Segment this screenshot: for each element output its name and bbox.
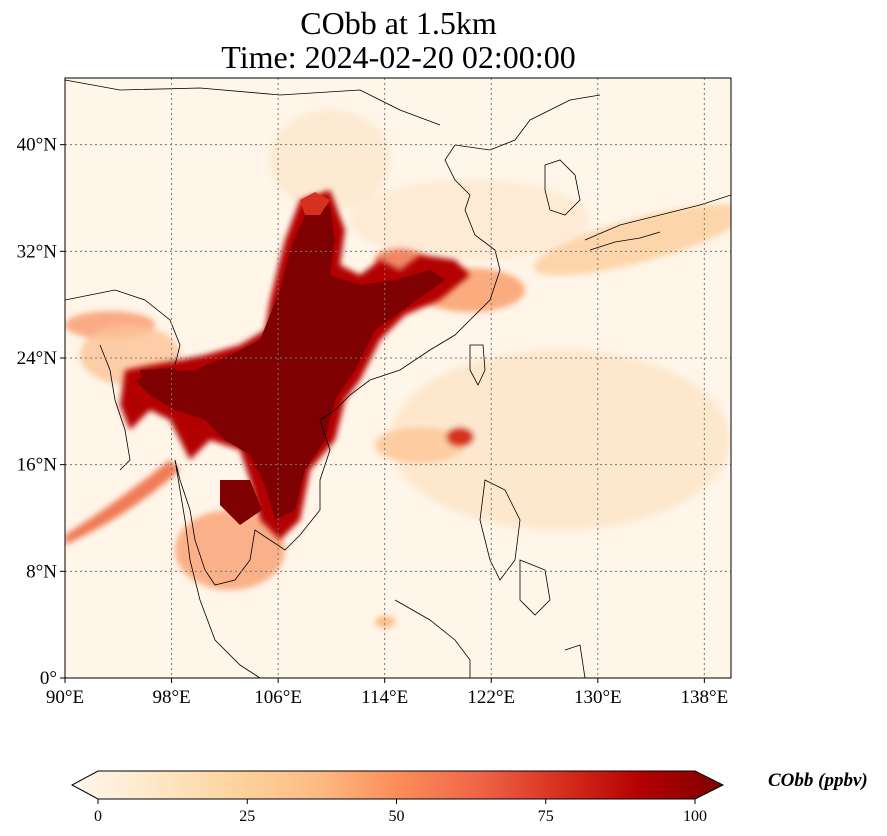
lon-tick-label: 122°E [467,687,515,708]
colorbar: 0 25 50 75 100 [70,770,725,825]
colorbar-ticks: 0 25 50 75 100 [94,799,707,825]
lon-tick-label: 130°E [574,687,622,708]
colorbar-ramp [70,770,725,800]
lat-tick-label: 16°N [17,455,58,476]
colorbar-tick-label: 75 [538,808,554,825]
lat-tick-label: 0° [40,668,57,689]
lat-tick-label: 24°N [17,348,58,369]
map-frame [64,77,732,679]
lat-tick-label: 40°N [17,135,58,156]
lon-tick-label: 98°E [152,687,190,708]
colorbar-tick-label: 50 [389,808,405,825]
co-concentration-field [65,110,731,628]
coastlines [65,79,731,678]
map-title-line1: CObb at 1.5km [300,5,497,41]
diffuse-plumes [65,110,731,628]
lon-tick-label: 138°E [681,687,729,708]
colorbar-tick-label: 100 [683,808,707,825]
colorbar-tick-label: 25 [239,808,255,825]
lat-tick-label: 8°N [26,561,57,582]
lat-tick-label: 32°N [17,241,58,262]
lon-tick-label: 114°E [361,687,408,708]
gridlines [64,78,731,678]
intense-plume-core [120,190,470,540]
map-title-line2: Time: 2024-02-20 02:00:00 [221,39,576,75]
latitude-tick-labels: 0° 8°N 16°N 24°N 32°N 40°N [17,135,65,689]
longitude-tick-labels: 90°E 98°E 106°E 114°E 122°E 130°E 138°E [46,678,728,708]
lon-tick-label: 106°E [254,687,302,708]
colorbar-label: CObb (ppbv) [768,770,868,791]
colorbar-tick-label: 0 [94,808,102,825]
lon-tick-label: 90°E [46,687,84,708]
